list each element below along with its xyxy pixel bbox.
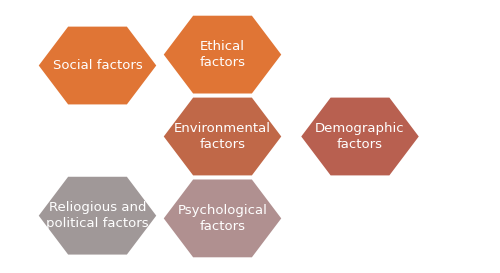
Polygon shape	[164, 98, 281, 175]
Polygon shape	[39, 27, 156, 104]
Text: Demographic
factors: Demographic factors	[315, 122, 405, 151]
Text: Psychological
factors: Psychological factors	[178, 204, 268, 233]
Polygon shape	[164, 180, 281, 257]
Polygon shape	[164, 16, 281, 93]
Polygon shape	[301, 98, 418, 175]
Text: Reliogious and
political factors: Reliogious and political factors	[46, 201, 149, 230]
Text: Environmental
factors: Environmental factors	[174, 122, 271, 151]
Polygon shape	[39, 177, 156, 254]
Text: Social factors: Social factors	[52, 59, 142, 72]
Text: Ethical
factors: Ethical factors	[200, 40, 246, 69]
